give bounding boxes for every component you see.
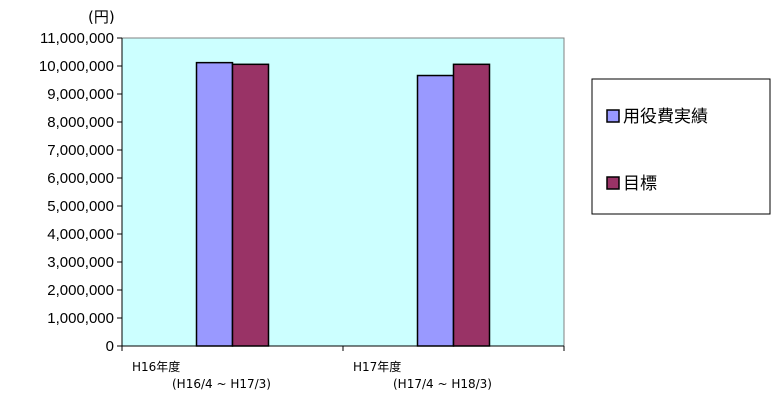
y-tick-label: 11,000,000 — [40, 30, 114, 47]
x-category-label: H17年度 — [353, 359, 401, 374]
bar — [452, 63, 491, 347]
legend-box — [591, 78, 771, 215]
legend-label: 用役費実績 — [623, 107, 708, 127]
y-tick-label: 5,000,000 — [47, 198, 114, 215]
legend-swatch — [606, 109, 620, 123]
y-tick-label: 7,000,000 — [47, 142, 114, 159]
bar — [231, 63, 270, 347]
y-axis-ticks: 0 1,000,000 2,000,000 3,000,000 4,000,000 5,0… — [39, 30, 122, 355]
x-axis-ticks — [121, 346, 565, 351]
y-tick-label: 6,000,000 — [47, 170, 114, 187]
plot-area — [121, 37, 565, 347]
x-category-sublabel: (H17/4 ~ H18/3) — [393, 377, 492, 391]
bars-group — [195, 61, 491, 347]
y-tick-label: 9,000,000 — [47, 86, 114, 103]
y-tick-label: 8,000,000 — [47, 114, 114, 131]
y-tick-label: 4,000,000 — [47, 226, 114, 243]
bar — [195, 61, 234, 347]
y-tick-label: 3,000,000 — [47, 254, 114, 271]
y-tick-label: 2,000,000 — [47, 282, 114, 299]
bar — [416, 74, 455, 347]
y-tick-label: 10,000,000 — [39, 58, 114, 75]
legend-label: 目標 — [623, 174, 657, 194]
x-category-sublabel: (H16/4 ~ H17/3) — [172, 377, 271, 391]
y-tick-label: 1,000,000 — [47, 310, 114, 327]
x-category-label: H16年度 — [132, 359, 180, 374]
y-unit-label: (円) — [88, 8, 115, 26]
y-tick-label: 0 — [106, 338, 114, 355]
x-axis-labels: H16年度 (H16/4 ~ H17/3) H17年度 (H17/4 ~ H18/3) — [132, 359, 492, 391]
legend-swatch — [606, 176, 620, 190]
